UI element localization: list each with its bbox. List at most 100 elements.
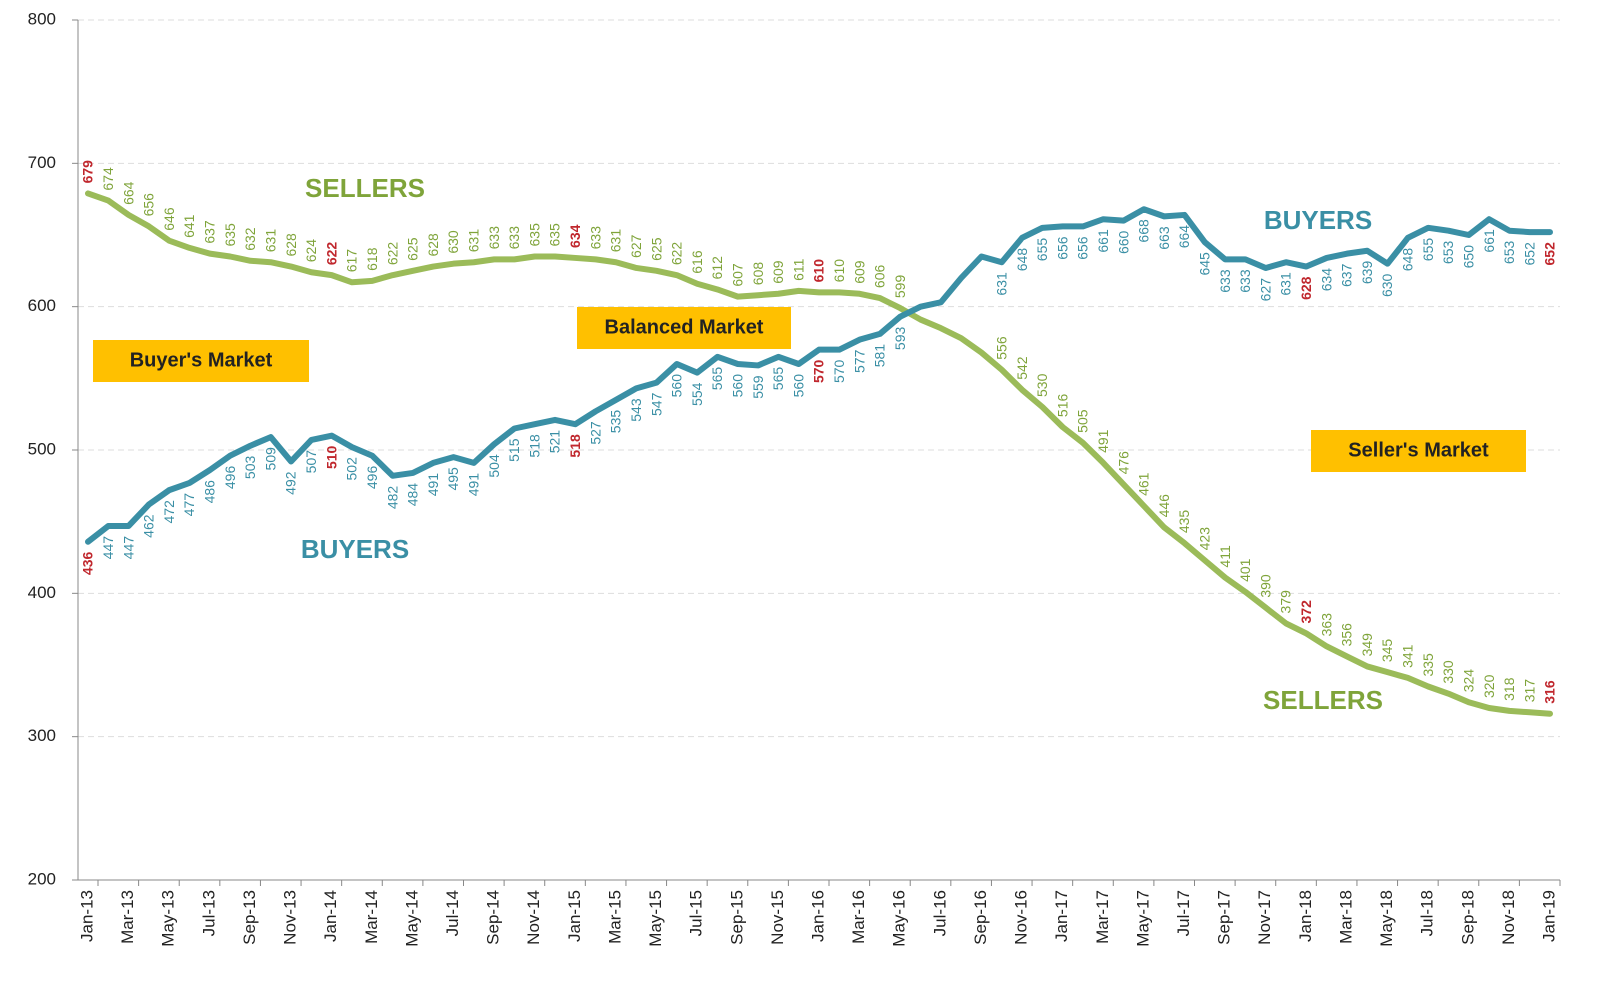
data-label: 652	[1542, 242, 1558, 266]
data-label: 518	[526, 434, 542, 458]
data-label: 556	[993, 336, 1009, 360]
data-label: 637	[1339, 263, 1355, 287]
data-label: 560	[729, 374, 745, 398]
data-label: 436	[80, 552, 96, 576]
y-tick-label: 500	[28, 439, 56, 458]
data-label: 317	[1521, 679, 1537, 703]
series-annotation: SELLERS	[1263, 685, 1383, 715]
data-label: 633	[587, 226, 603, 250]
data-label: 628	[425, 233, 441, 257]
data-label: 612	[709, 256, 725, 280]
data-label: 507	[303, 450, 319, 474]
data-label: 515	[506, 438, 522, 462]
x-tick-label: Jul-13	[199, 890, 218, 936]
data-label: 631	[608, 229, 624, 253]
data-label: 622	[323, 242, 339, 266]
x-tick-label: Nov-14	[524, 890, 543, 945]
data-label: 593	[892, 326, 908, 350]
data-label: 622	[384, 242, 400, 266]
y-tick-label: 200	[28, 869, 56, 888]
data-label: 543	[628, 398, 644, 422]
data-label: 650	[1460, 245, 1476, 269]
data-label: 630	[1379, 273, 1395, 297]
data-label: 345	[1379, 639, 1395, 663]
data-label: 486	[202, 480, 218, 504]
data-label: 447	[100, 536, 116, 560]
series-line	[85, 206, 1553, 545]
x-tick-label: Sep-13	[240, 890, 259, 945]
data-label: 477	[181, 493, 197, 517]
x-tick-label: Jul-18	[1418, 890, 1437, 936]
data-label: 491	[466, 473, 482, 497]
region-box	[577, 307, 791, 349]
data-label: 639	[1359, 261, 1375, 285]
data-label: 635	[547, 223, 563, 247]
data-label: 652	[1521, 242, 1537, 266]
data-label: 535	[608, 410, 624, 434]
y-tick-label: 400	[28, 583, 56, 602]
series-line	[85, 190, 1553, 717]
x-tick-label: Mar-15	[605, 890, 624, 944]
region-label: Seller's Market	[1348, 439, 1489, 461]
x-tick-label: Nov-15	[768, 890, 787, 945]
data-label: 527	[587, 421, 603, 445]
data-label: 668	[1136, 219, 1152, 243]
data-label: 633	[506, 226, 522, 250]
data-label: 521	[547, 430, 563, 454]
data-label: 335	[1420, 653, 1436, 677]
data-label: 581	[872, 344, 888, 368]
data-label: 495	[445, 467, 461, 491]
x-tick-label: Sep-18	[1458, 890, 1477, 945]
y-tick-label: 700	[28, 153, 56, 172]
data-label: 608	[750, 262, 766, 286]
x-tick-label: Jul-16	[930, 890, 949, 936]
data-label: 609	[770, 260, 786, 284]
data-label: 630	[445, 230, 461, 254]
data-label: 627	[1257, 278, 1273, 302]
data-label: 461	[1136, 472, 1152, 496]
data-label: 664	[120, 181, 136, 205]
data-label: 565	[770, 367, 786, 391]
data-label: 435	[1176, 510, 1192, 534]
x-tick-label: Jan-17	[1052, 890, 1071, 942]
y-tick-label: 800	[28, 9, 56, 28]
data-label: 655	[1034, 238, 1050, 262]
data-label: 631	[262, 229, 278, 253]
data-label: 316	[1542, 680, 1558, 704]
data-label: 661	[1095, 229, 1111, 253]
data-label: 632	[242, 227, 258, 251]
x-tick-label: May-14	[402, 890, 421, 947]
x-tick-label: Jan-19	[1539, 890, 1558, 942]
data-label: 679	[80, 160, 96, 184]
data-label: 363	[1318, 613, 1334, 637]
data-label: 484	[405, 483, 421, 507]
data-label: 609	[851, 260, 867, 284]
data-label: 607	[729, 263, 745, 287]
data-label: 660	[1115, 230, 1131, 254]
data-label: 560	[669, 374, 685, 398]
x-tick-label: Jan-15	[565, 890, 584, 942]
data-label: 372	[1298, 600, 1314, 624]
x-tick-label: May-17	[1133, 890, 1152, 947]
data-label: 516	[1054, 393, 1070, 417]
x-tick-label: Nov-16	[1012, 890, 1031, 945]
series-annotation: BUYERS	[301, 534, 409, 564]
data-label: 518	[567, 434, 583, 458]
data-label: 530	[1034, 373, 1050, 397]
data-label: 616	[689, 250, 705, 274]
data-label: 570	[811, 359, 827, 383]
data-label: 628	[283, 233, 299, 257]
region-box	[1311, 430, 1526, 472]
data-label: 505	[1075, 409, 1091, 433]
data-label: 656	[1054, 236, 1070, 260]
data-label: 631	[466, 229, 482, 253]
data-label: 502	[344, 457, 360, 481]
data-label: 503	[242, 455, 258, 479]
x-tick-label: May-15	[646, 890, 665, 947]
data-label: 446	[1156, 494, 1172, 518]
data-label: 320	[1481, 674, 1497, 698]
data-label: 570	[831, 359, 847, 383]
data-label: 618	[364, 247, 380, 271]
x-tick-label: Mar-16	[849, 890, 868, 944]
